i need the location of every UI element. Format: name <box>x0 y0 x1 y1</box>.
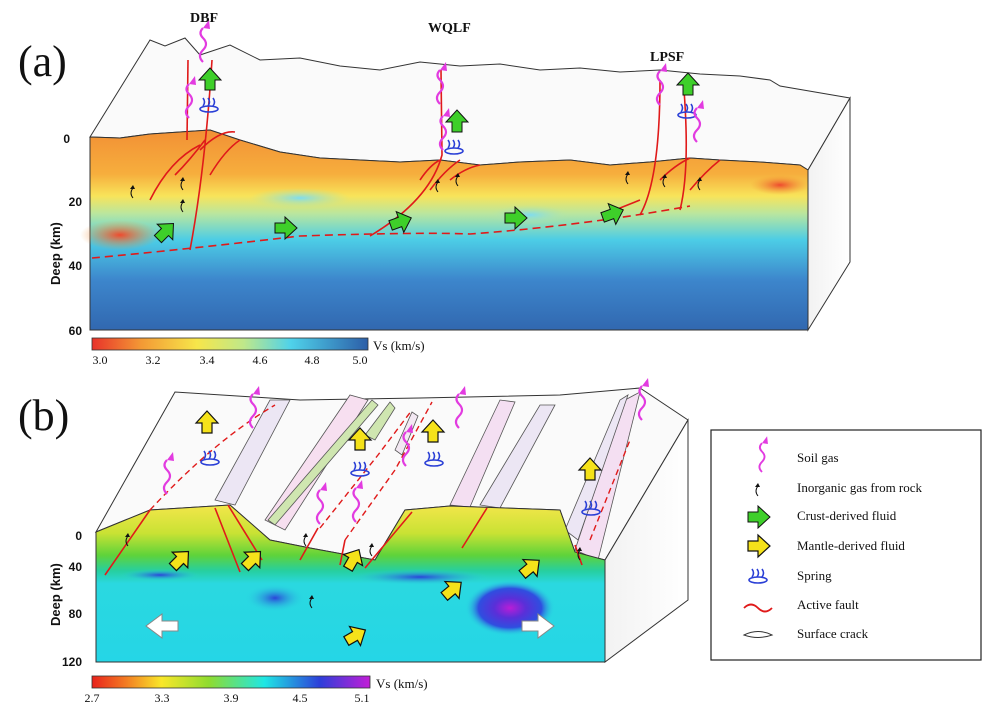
legend-label: Surface crack <box>797 626 869 641</box>
panel-b-colorbar-ticks: 2.7 3.3 3.9 4.5 5.1 <box>85 691 370 705</box>
panel-a-label: (a) <box>18 37 67 86</box>
legend-label: Mantle-derived fluid <box>797 538 905 553</box>
svg-text:5.0: 5.0 <box>353 353 368 367</box>
depth-tick: 60 <box>69 324 83 338</box>
svg-text:3.4: 3.4 <box>200 353 215 367</box>
legend-label: Soil gas <box>797 450 839 465</box>
svg-text:3.0: 3.0 <box>93 353 108 367</box>
svg-text:2.7: 2.7 <box>85 691 100 705</box>
svg-text:3.3: 3.3 <box>155 691 170 705</box>
depth-tick: 20 <box>69 195 83 209</box>
fault-label-lpsf: LPSF <box>650 50 684 65</box>
active-faults <box>104 504 583 576</box>
panel-a-colorbar-ticks: 3.0 3.2 3.4 4.6 4.8 5.0 <box>93 353 368 367</box>
panel-a-colorbar <box>91 337 369 351</box>
panel-a: (a) <box>18 11 851 367</box>
panel-b-axis-title: Deep (km) <box>48 563 63 626</box>
high-velocity-anomaly <box>490 205 570 225</box>
depth-tick: 40 <box>69 560 83 574</box>
panel-b-colorbar-unit: Vs (km/s) <box>376 676 428 691</box>
legend-label: Inorganic gas from rock <box>797 480 923 495</box>
svg-text:3.2: 3.2 <box>146 353 161 367</box>
fault-label-dbf: DBF <box>190 11 218 26</box>
svg-text:4.6: 4.6 <box>253 353 268 367</box>
panel-a-colorbar-unit: Vs (km/s) <box>373 338 425 353</box>
red-fault-icon <box>743 603 773 613</box>
surface-faults <box>149 401 631 541</box>
high-velocity-anomaly <box>350 569 490 585</box>
depth-tick: 0 <box>75 529 82 543</box>
svg-text:4.8: 4.8 <box>305 353 320 367</box>
panel-a-section <box>89 129 809 331</box>
panel-b-label: (b) <box>18 391 69 440</box>
high-velocity-anomaly <box>250 188 350 208</box>
svg-text:4.5: 4.5 <box>293 691 308 705</box>
high-velocity-anomaly <box>245 584 305 612</box>
legend-label: Crust-derived fluid <box>797 508 897 523</box>
legend: Soil gas Inorganic gas from rock Crust-d… <box>710 429 982 661</box>
low-velocity-anomaly <box>750 175 810 195</box>
panel-b: (b) <box>18 376 689 705</box>
low-velocity-anomaly <box>80 220 160 250</box>
crack-icon <box>742 631 774 638</box>
fault-label-wqlf: WQLF <box>428 21 471 36</box>
panel-a-axis-title: Deep (km) <box>48 222 63 285</box>
svg-text:5.1: 5.1 <box>355 691 370 705</box>
fault-blocks <box>214 391 641 561</box>
legend-label: Spring <box>797 568 832 583</box>
depth-tick: 40 <box>69 259 83 273</box>
detachment-fault <box>91 205 691 259</box>
depth-tick: 80 <box>69 607 83 621</box>
depth-tick: 0 <box>63 132 70 146</box>
panel-b-colorbar <box>91 675 371 689</box>
high-velocity-anomaly <box>120 569 200 581</box>
legend-label: Active fault <box>797 597 859 612</box>
depth-tick: 120 <box>62 655 82 669</box>
svg-text:3.9: 3.9 <box>224 691 239 705</box>
active-faults <box>149 59 721 251</box>
